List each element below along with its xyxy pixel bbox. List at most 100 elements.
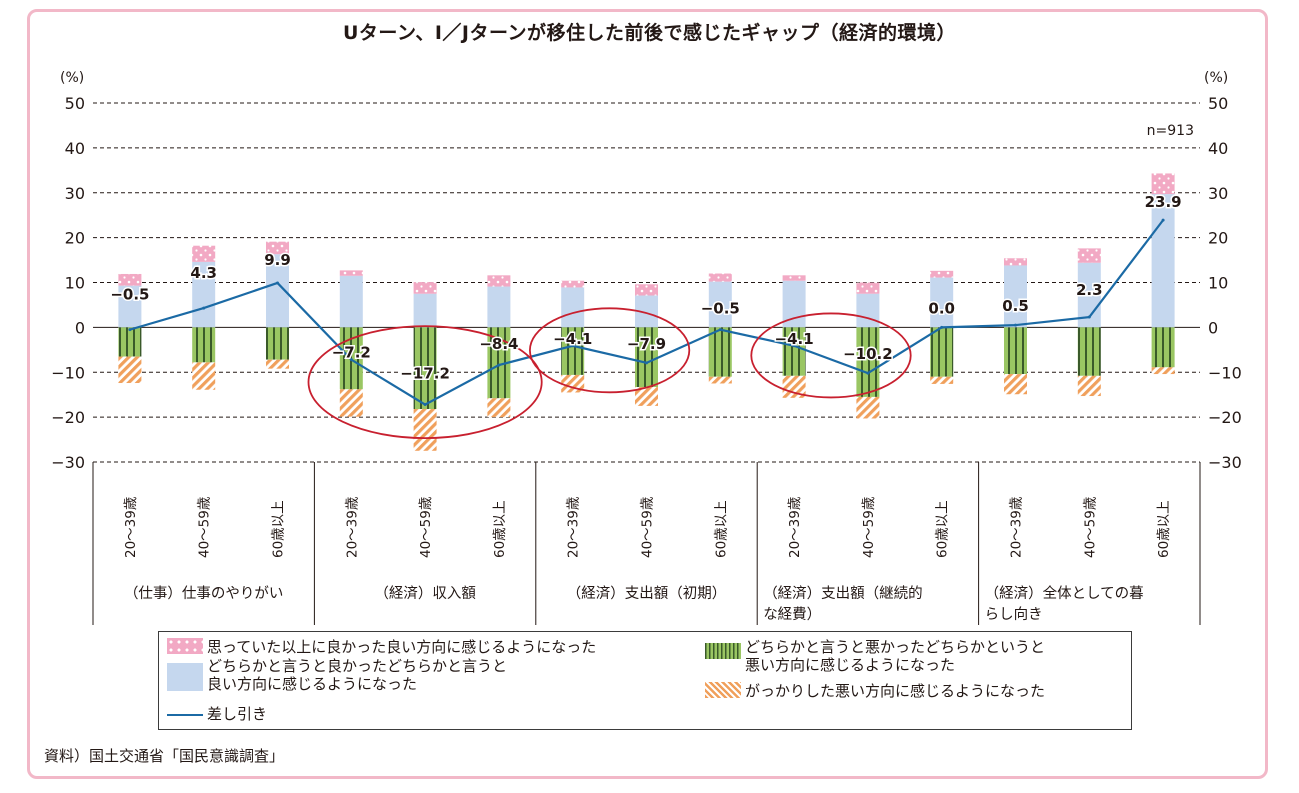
- y-tick-label-left: 40: [65, 139, 85, 158]
- legend-item-much-better: 思っていた以上に良かった良い方向に感じるようになった: [167, 638, 596, 656]
- x-category-label: 20〜39歳: [787, 496, 803, 558]
- group-label: らし向き: [985, 606, 1043, 623]
- legend-label: がっかりした悪い方向に感じるようになった: [745, 682, 1046, 700]
- net-line-point: [792, 344, 796, 348]
- bar-segment-somewhat-worse: [782, 327, 806, 376]
- legend-item-somewhat-better: どちらかと言うと良かったどちらかと言うと 良い方向に感じるようになった: [167, 657, 507, 693]
- net-line-point: [718, 328, 722, 332]
- bar-segment-much-better: [487, 275, 511, 287]
- bar-segment-somewhat-better: [118, 285, 142, 328]
- legend-label: どちらかと言うと良かったどちらかと言うと: [207, 657, 508, 675]
- bar-segment-much-better: [192, 245, 216, 262]
- group-label: （経済）支出額（初期）: [567, 585, 727, 602]
- bar-segment-somewhat-better: [708, 281, 732, 328]
- bar-segment-much-better: [930, 270, 954, 278]
- bar-segment-much-better: [413, 282, 437, 294]
- legend-swatch-line: [167, 714, 203, 716]
- bar-segment-disappointed: [487, 398, 511, 418]
- net-value-label: 9.9: [264, 251, 291, 269]
- net-line-point: [1161, 218, 1165, 222]
- x-category-label: 20〜39歳: [123, 496, 139, 558]
- bar-segment-somewhat-better: [856, 293, 880, 328]
- y-tick-label-left: −10: [51, 363, 85, 382]
- x-category-label: 60歳以上: [935, 500, 951, 558]
- bars: [118, 173, 1175, 451]
- bar-segment-disappointed: [635, 387, 658, 406]
- y-tick-label-right: −30: [1208, 453, 1242, 472]
- net-line-point: [571, 344, 575, 348]
- chart-frame: [27, 9, 1268, 779]
- x-category-label: 60歳以上: [271, 500, 287, 558]
- bar-segment-somewhat-worse: [192, 327, 216, 363]
- bar-segment-somewhat-better: [487, 286, 511, 328]
- bar-segment-somewhat-worse: [266, 327, 289, 360]
- y-tick-label-right: 50: [1208, 94, 1228, 113]
- bar-segment-somewhat-worse: [561, 327, 585, 375]
- x-category-label: 40〜59歳: [418, 496, 434, 558]
- source-note: 資料）国土交通省「国民意識調査」: [44, 747, 285, 765]
- net-line-point: [349, 358, 353, 362]
- x-axis: （仕事）仕事のやりがい （経済）収入額 （経済）支出額（初期） （経済）支出額（継続的…: [92, 462, 1201, 625]
- bar-segment-disappointed: [266, 359, 289, 369]
- bar-segment-disappointed: [413, 409, 437, 451]
- y-tick-label-right: −20: [1208, 408, 1242, 427]
- legend-label: 差し引き: [207, 705, 268, 723]
- bar-segment-much-better: [339, 270, 363, 276]
- chart-title: Uターン、I／Jターンが移住した前後で感じたギャップ（経済的環境）: [342, 22, 957, 44]
- y-tick-label-left: 10: [65, 274, 85, 293]
- bar-segment-disappointed: [339, 389, 363, 417]
- bar-segment-somewhat-worse: [708, 327, 732, 377]
- net-value-labels: −0.5 4.3 9.9 −7.2 −17.2 −8.4 −4.1 −7.9 −0.5 −4.1 −…: [109, 191, 1183, 384]
- legend-label: 良い方向に感じるようになった: [207, 675, 418, 693]
- legend-swatch-green-stripes: [705, 643, 741, 659]
- bar-segment-somewhat-worse: [487, 327, 511, 399]
- bar-segment-somewhat-better: [782, 280, 806, 328]
- bar-segment-somewhat-better: [561, 287, 585, 328]
- y-tick-label-left: 0: [75, 318, 85, 337]
- bar-segment-disappointed: [1151, 367, 1175, 375]
- legend-swatch-blue: [167, 663, 203, 691]
- net-line: [128, 218, 1165, 407]
- bar-segment-disappointed: [1004, 374, 1027, 395]
- gridlines: [93, 102, 1200, 463]
- bar-segment-much-better: [561, 280, 585, 288]
- net-value-label: −0.5: [110, 286, 149, 304]
- highlight-ellipse: [307, 325, 543, 440]
- highlight-ellipse: [750, 312, 912, 399]
- legend-label-block: どちらかと言うと良かったどちらかと言うと 良い方向に感じるようになった: [207, 657, 507, 693]
- legend-swatch-orange-hatch: [705, 682, 741, 698]
- legend-swatch-pink-dots: [167, 638, 203, 654]
- net-value-label: 4.3: [190, 264, 217, 282]
- net-line-point: [866, 371, 870, 375]
- bar-segment-disappointed: [561, 374, 585, 393]
- bar-segment-somewhat-worse: [1004, 327, 1027, 375]
- net-value-label: −4.1: [775, 330, 814, 348]
- y-tick-label-left: 20: [65, 229, 85, 248]
- x-category-label: 20〜39歳: [1009, 496, 1025, 558]
- x-category-label: 20〜39歳: [344, 496, 360, 558]
- net-value-label: 23.9: [1145, 193, 1182, 211]
- y-axis-right: 50 40 30 20 10 0 −10 −20 −30: [1208, 94, 1242, 472]
- legend-label: どちらかと言うと悪かったどちらかというと: [745, 638, 1046, 656]
- bar-segment-disappointed: [856, 396, 880, 419]
- bar-segment-disappointed: [118, 356, 142, 384]
- bar-segment-somewhat-better: [1004, 265, 1027, 328]
- net-line-point: [645, 361, 648, 365]
- bar-segment-somewhat-worse: [930, 327, 954, 377]
- x-category-label: 60歳以上: [713, 500, 729, 558]
- net-value-label: 0.0: [928, 299, 955, 317]
- net-line-point: [1014, 323, 1017, 327]
- net-value-label: −4.1: [553, 330, 592, 348]
- bar-segment-somewhat-better: [1151, 194, 1175, 328]
- legend-item-net: 差し引き: [167, 705, 267, 723]
- bar-segment-disappointed: [930, 376, 954, 384]
- group-label: （仕事）仕事のやりがい: [124, 585, 284, 602]
- bar-segment-much-better: [1151, 173, 1175, 195]
- y-tick-label-right: −10: [1208, 363, 1242, 382]
- net-line-point: [128, 328, 132, 332]
- bar-segment-much-better: [635, 284, 658, 296]
- bar-segment-much-better: [266, 241, 289, 255]
- net-line-point: [276, 281, 279, 285]
- x-category-label: 40〜59歳: [861, 496, 877, 558]
